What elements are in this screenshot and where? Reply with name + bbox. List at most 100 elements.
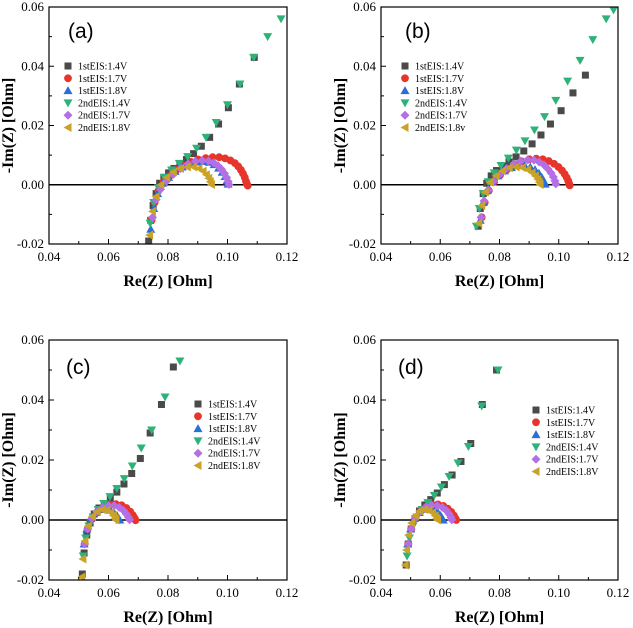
data-point: [441, 505, 451, 515]
data-point: [201, 133, 211, 142]
series-1: [402, 366, 501, 569]
y-tick-label: 0.04: [353, 58, 376, 73]
x-tick-label: 0.08: [157, 249, 180, 264]
y-tick-label: 0.00: [21, 512, 44, 527]
legend-label: 2ndEIS:1.4V: [78, 98, 131, 109]
data-point: [168, 167, 177, 177]
y-tick-label: 0.04: [21, 58, 44, 73]
series-5: [148, 155, 234, 222]
series-4: [145, 15, 286, 228]
y-tick-label: 0.06: [353, 0, 376, 14]
data-point: [511, 146, 521, 155]
data-point: [520, 137, 530, 146]
data-point: [99, 500, 109, 508]
chart-panel-2: 0.04 0.06 0.08 0.10 0.12 -0.02 0.00 0.02 0.04 0.0…: [332, 0, 629, 290]
data-point: [551, 96, 561, 105]
data-point: [480, 187, 489, 197]
legend: 1stEIS:1.4V1stEIS:1.7V1stEIS:1.8V2ndEIS:…: [531, 406, 599, 478]
data-series-group: [145, 15, 286, 244]
data-point: [249, 53, 259, 62]
data-point: [118, 505, 128, 515]
data-point: [121, 509, 131, 519]
data-point: [83, 521, 92, 531]
y-tick-label: 0.02: [353, 118, 376, 133]
data-point: [192, 144, 202, 153]
legend-marker: [401, 62, 409, 70]
data-point: [148, 206, 157, 216]
data-point: [485, 177, 494, 187]
data-point: [97, 505, 106, 515]
data-point: [477, 200, 486, 210]
data-point: [429, 491, 439, 500]
legend-marker: [401, 74, 409, 83]
data-point: [223, 101, 232, 110]
data-point: [523, 155, 533, 165]
legend-marker: [64, 62, 72, 70]
data-point: [400, 560, 409, 570]
y-tick-label: 0.02: [21, 452, 44, 467]
x-tick-label: 0.08: [157, 585, 180, 600]
data-point: [145, 237, 153, 244]
legend-marker: [63, 99, 73, 108]
data-point: [145, 219, 155, 228]
data-point: [131, 516, 140, 525]
legend-label: 2ndEIS:1.7V: [78, 111, 131, 122]
y-tick-label: -0.02: [349, 572, 376, 587]
data-point: [235, 80, 245, 89]
data-point: [87, 511, 96, 521]
legend-label: 2ndEIS:1.7V: [415, 111, 468, 122]
data-point: [505, 158, 513, 166]
data-point: [477, 402, 487, 411]
data-point: [276, 15, 286, 24]
legend-label: 2ndEIS:1.7V: [546, 455, 599, 466]
data-point: [136, 444, 146, 453]
y-tick-label: 0.06: [353, 332, 376, 347]
x-tick-label: 0.12: [607, 585, 630, 600]
data-point: [447, 515, 457, 525]
series-4: [471, 7, 618, 231]
data-point: [128, 470, 136, 477]
chart-panel-3: 0.04 0.06 0.08 0.10 0.12 -0.02 0.00 0.02 0.04 0.0…: [0, 332, 298, 626]
legend-label: 1stEIS:1.7V: [415, 74, 465, 85]
y-tick-label: 0.04: [21, 392, 44, 407]
legend-marker: [63, 123, 72, 132]
data-point: [105, 493, 115, 502]
data-point: [182, 162, 191, 172]
data-point: [190, 156, 200, 166]
data-point: [493, 366, 503, 375]
data-point: [420, 505, 429, 514]
data-point: [463, 443, 473, 451]
legend-label: 2ndEIS:1.7V: [208, 449, 261, 460]
legend-marker: [193, 437, 203, 446]
legend-marker: [193, 424, 203, 433]
series-4: [78, 357, 185, 561]
series-6: [400, 505, 442, 570]
data-point: [540, 113, 550, 122]
data-point: [174, 159, 184, 168]
data-point: [427, 500, 437, 510]
series-6: [474, 162, 544, 228]
data-point: [436, 483, 446, 492]
y-tick-label: 0.02: [353, 452, 376, 467]
data-point: [243, 181, 252, 190]
panel-label: (b): [405, 20, 431, 43]
data-point: [529, 126, 539, 135]
x-tick-label: 0.04: [370, 585, 393, 600]
data-point: [537, 131, 545, 139]
data-point: [189, 162, 198, 172]
panel-label: (c): [66, 356, 91, 379]
data-point: [211, 119, 221, 128]
y-axis-title: -Im(Z) [Ohm]: [0, 78, 17, 174]
data-point: [224, 179, 234, 189]
data-point: [224, 104, 232, 112]
data-point: [563, 77, 573, 86]
x-tick-label: 0.10: [547, 585, 570, 600]
data-point: [520, 147, 528, 155]
data-point: [474, 218, 483, 228]
data-point: [120, 480, 128, 488]
data-series-group: [77, 357, 185, 580]
y-tick-label: -0.02: [17, 236, 44, 251]
y-tick-label: 0.00: [353, 512, 376, 527]
data-point: [263, 33, 273, 42]
x-tick-label: 0.08: [488, 249, 511, 264]
